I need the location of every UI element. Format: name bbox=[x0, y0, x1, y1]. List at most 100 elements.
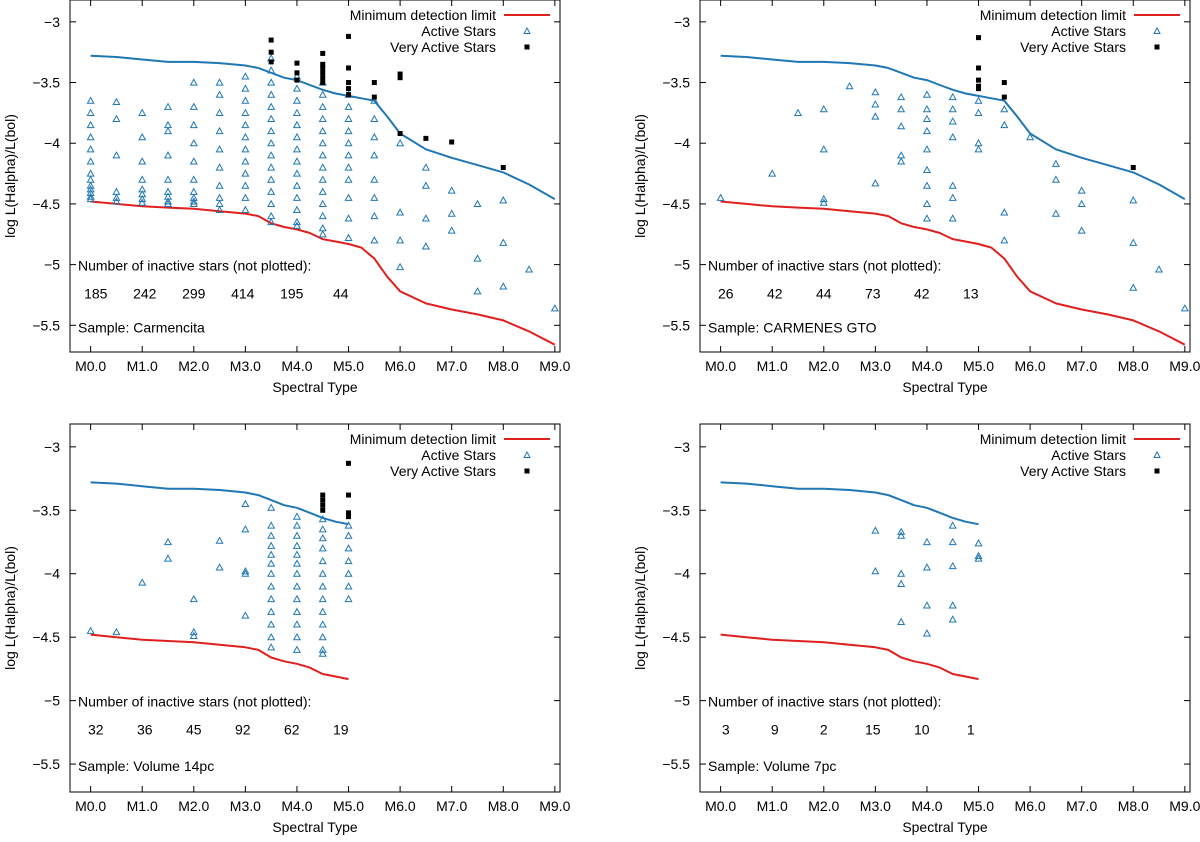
active-star-point bbox=[922, 214, 931, 222]
active-star-point bbox=[922, 145, 931, 153]
active-star-point bbox=[318, 223, 327, 232]
active-star-point bbox=[318, 632, 327, 641]
active-star-point bbox=[344, 521, 353, 529]
active-star-point bbox=[267, 541, 276, 549]
inactive-count-value: 10 bbox=[914, 722, 930, 738]
very-active-star-point bbox=[397, 71, 403, 77]
inactive-count-value: 36 bbox=[137, 722, 153, 738]
active-star-point bbox=[292, 645, 301, 653]
active-star-point bbox=[292, 205, 301, 214]
active-star-point bbox=[163, 554, 173, 562]
minimum-detection-limit-curve bbox=[720, 200, 1186, 346]
active-star-point bbox=[86, 132, 95, 141]
active-star-point bbox=[318, 138, 327, 147]
legend-active-swatch bbox=[1153, 450, 1161, 458]
active-star-point bbox=[473, 287, 482, 295]
upper-limit-curve bbox=[720, 54, 1186, 200]
active-star-point bbox=[922, 114, 931, 123]
active-star-point bbox=[241, 181, 250, 189]
active-star-point bbox=[267, 187, 276, 195]
active-star-point bbox=[318, 582, 327, 590]
active-star-point bbox=[189, 594, 198, 603]
active-star-point bbox=[871, 526, 880, 534]
active-star-point bbox=[215, 563, 224, 571]
inactive-count-value: 15 bbox=[865, 722, 881, 738]
active-star-point bbox=[318, 645, 327, 653]
inactive-count-value: 42 bbox=[914, 286, 930, 302]
active-star-point bbox=[871, 88, 880, 96]
very-active-star-point bbox=[294, 70, 300, 76]
active-star-point bbox=[292, 120, 301, 129]
active-star-point bbox=[1051, 209, 1060, 217]
active-star-point bbox=[922, 181, 931, 189]
x-tick-label: M2.0 bbox=[178, 798, 209, 814]
very-active-star-point bbox=[397, 131, 403, 137]
plot-frame bbox=[699, 0, 1191, 353]
active-star-point bbox=[292, 550, 301, 558]
active-star-point bbox=[215, 126, 224, 135]
y-tick-label: −4.5 bbox=[662, 629, 690, 645]
chart-panel-3: M0.0 M1.0 M2.0 M3.0 M4.0 M5.0 M6.0 M7.0 M8.0 M9.0… bbox=[2, 423, 571, 835]
active-star-point bbox=[267, 217, 276, 226]
active-star-point bbox=[138, 175, 147, 183]
very-active-star-point bbox=[320, 70, 326, 76]
active-star-point bbox=[267, 632, 276, 641]
active-star-point bbox=[241, 120, 250, 129]
very-active-star-point bbox=[346, 492, 352, 498]
active-star-point bbox=[974, 551, 983, 560]
minimum-detection-limit-curve bbox=[90, 633, 349, 681]
inactive-count-value: 32 bbox=[88, 722, 104, 738]
active-star-point bbox=[974, 539, 983, 547]
very-active-star-point bbox=[371, 80, 377, 86]
active-star-point bbox=[1077, 186, 1086, 194]
inactive-count-value: 242 bbox=[133, 286, 157, 302]
active-star-point bbox=[318, 649, 327, 657]
active-star-point bbox=[267, 102, 276, 110]
active-star-point bbox=[86, 185, 95, 193]
active-star-point bbox=[86, 145, 95, 153]
active-star-point bbox=[189, 138, 198, 147]
x-tick-label: M8.0 bbox=[1118, 798, 1149, 814]
active-star-point bbox=[267, 90, 276, 98]
very-active-star-point bbox=[976, 65, 982, 71]
active-star-point bbox=[1129, 238, 1138, 246]
very-active-star-point bbox=[294, 77, 300, 83]
active-star-point bbox=[344, 582, 353, 590]
active-star-point bbox=[922, 563, 931, 571]
x-tick-label: M9.0 bbox=[539, 798, 570, 814]
very-active-star-point bbox=[976, 35, 982, 41]
very-active-star-point bbox=[1001, 94, 1007, 100]
y-tick-label: −4.5 bbox=[32, 196, 60, 212]
active-star-point bbox=[447, 186, 456, 194]
active-star-point bbox=[499, 238, 508, 246]
active-star-point bbox=[948, 105, 957, 113]
active-star-point bbox=[292, 582, 301, 590]
active-star-point bbox=[370, 96, 379, 104]
active-star-point bbox=[1051, 159, 1060, 167]
active-star-point bbox=[138, 157, 147, 165]
active-star-point bbox=[292, 221, 301, 229]
very-active-star-point bbox=[346, 65, 352, 71]
active-star-point bbox=[292, 512, 301, 520]
active-star-point bbox=[267, 550, 276, 558]
very-active-star-point bbox=[346, 510, 352, 516]
active-star-point bbox=[138, 194, 147, 203]
active-star-point bbox=[318, 151, 327, 159]
inactive-count-value: 299 bbox=[182, 286, 206, 302]
active-star-point bbox=[344, 594, 353, 603]
active-star-point bbox=[267, 607, 276, 615]
active-star-point bbox=[473, 254, 482, 262]
active-star-point bbox=[292, 181, 301, 189]
active-star-point bbox=[189, 187, 198, 195]
x-tick-label: M8.0 bbox=[1118, 358, 1149, 374]
active-star-point bbox=[897, 92, 906, 101]
active-star-point bbox=[1077, 226, 1086, 234]
active-star-point bbox=[922, 629, 931, 637]
x-tick-label: M1.0 bbox=[127, 358, 158, 374]
very-active-star-point bbox=[320, 497, 326, 503]
upper-limit-curve bbox=[720, 481, 979, 526]
very-active-star-point bbox=[346, 33, 352, 39]
legend-active-swatch bbox=[1153, 26, 1161, 34]
y-tick-label: −4 bbox=[44, 566, 60, 582]
